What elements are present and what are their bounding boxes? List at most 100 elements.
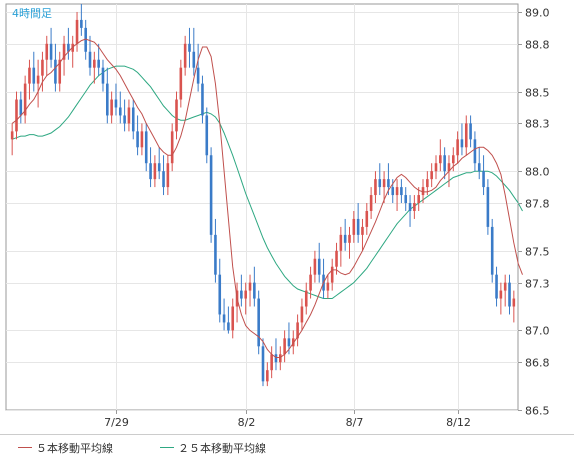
candle-body (192, 51, 196, 68)
candle-body (378, 179, 382, 188)
candle (503, 274, 507, 307)
candle-body (469, 123, 472, 140)
candle (231, 298, 235, 339)
candle (434, 155, 438, 180)
candle (101, 59, 105, 92)
candle-body (71, 43, 75, 52)
candle-body (439, 155, 442, 164)
candle-body (499, 290, 503, 299)
candle-body (253, 282, 256, 299)
candle (75, 11, 79, 52)
candle-body (309, 274, 312, 291)
candle-body (58, 59, 62, 84)
candle (473, 131, 477, 172)
candle-body (196, 67, 200, 84)
candle-body (447, 163, 451, 172)
candle (162, 155, 165, 196)
candle-body (80, 19, 83, 28)
candle-body (136, 131, 139, 148)
candle-body (395, 187, 399, 196)
y-tick-label: 88.8 (525, 39, 550, 52)
candle-body (67, 43, 70, 52)
candle-body (426, 179, 429, 188)
candle-body (490, 226, 494, 275)
candle (266, 362, 269, 387)
candle-body (279, 354, 282, 363)
candle (80, 4, 83, 36)
candle-body (23, 83, 27, 116)
candle-body (183, 43, 187, 68)
candle (512, 290, 516, 323)
candle (205, 107, 209, 164)
candle-body (179, 67, 183, 100)
candle (451, 147, 455, 172)
candle (374, 171, 377, 204)
y-tick-label: 86.5 (525, 405, 550, 418)
candle (404, 187, 408, 211)
candle-body (486, 187, 490, 227)
timeframe-label: 4時間足 (12, 7, 52, 20)
candle (118, 91, 122, 124)
candle-body (118, 107, 122, 116)
candle (300, 298, 304, 331)
candle-body (32, 67, 36, 84)
candle (170, 123, 174, 172)
y-tick-label: 87.0 (525, 325, 550, 338)
x-tick-label: 8/2 (238, 416, 256, 429)
candle-body (417, 195, 420, 204)
candle-body (339, 234, 343, 251)
candle-body (54, 59, 57, 84)
candle (270, 346, 273, 379)
candle-body (131, 107, 135, 132)
candle (149, 147, 152, 188)
candle (188, 27, 191, 68)
candle (131, 99, 135, 140)
candle-body (106, 83, 109, 116)
y-tick-label: 87.8 (525, 198, 550, 211)
candle-body (352, 218, 356, 235)
candle-body (361, 226, 364, 235)
candle-body (88, 51, 92, 68)
legend-label: ２５本移動平均線 (178, 441, 266, 455)
candle-body (41, 59, 44, 76)
candle (62, 35, 66, 76)
candle-body (434, 163, 438, 172)
candle (343, 218, 347, 251)
y-tick-label: 86.8 (525, 357, 550, 370)
candle-body (356, 218, 360, 235)
candle (45, 35, 49, 76)
candle (309, 266, 312, 299)
candle (330, 258, 334, 291)
y-tick-label: 88.3 (525, 118, 550, 131)
candle-body (114, 99, 118, 108)
candle-body (326, 282, 330, 291)
candle-body (244, 290, 247, 299)
candle-body (508, 282, 511, 307)
candle (348, 226, 351, 259)
y-tick-label: 87.3 (525, 278, 550, 291)
plot-area (5, 3, 519, 411)
candle (382, 171, 386, 204)
candle (175, 91, 178, 140)
candle-body (257, 298, 260, 347)
x-tick-label: 8/12 (446, 416, 471, 429)
candle (136, 115, 139, 156)
candle-body (464, 123, 468, 148)
candle (339, 226, 343, 267)
candle-body (400, 187, 403, 196)
candle-body (365, 210, 369, 227)
x-axis: 7/29 8/2 8/7 8/12 (104, 410, 471, 429)
legend: ５本移動平均線 ２５本移動平均線 (18, 441, 266, 455)
candle-body (382, 179, 386, 188)
candle (110, 91, 113, 124)
candle-body (503, 282, 507, 291)
candle (365, 203, 369, 235)
candle-body (296, 322, 299, 339)
candle-body (15, 99, 18, 132)
candle (88, 35, 92, 76)
candle (183, 35, 187, 76)
candle (326, 274, 330, 299)
candle (361, 218, 364, 251)
candle (421, 179, 425, 204)
candle-body (343, 234, 347, 243)
